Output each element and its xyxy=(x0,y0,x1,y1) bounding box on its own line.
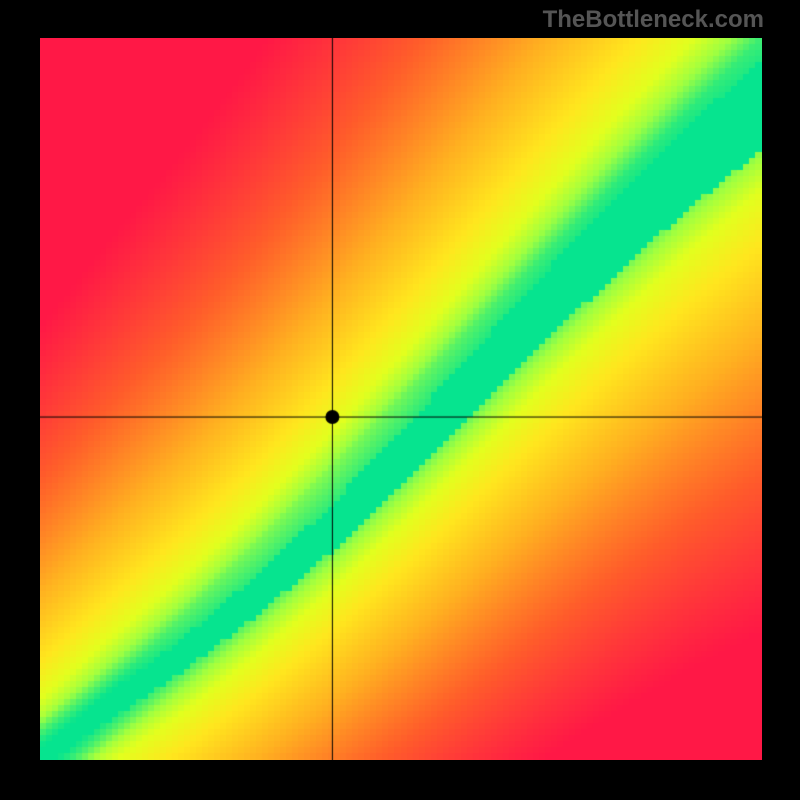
bottleneck-heatmap xyxy=(40,38,762,760)
chart-container: { "watermark": { "text": "TheBottleneck.… xyxy=(0,0,800,800)
watermark-text: TheBottleneck.com xyxy=(543,6,764,34)
